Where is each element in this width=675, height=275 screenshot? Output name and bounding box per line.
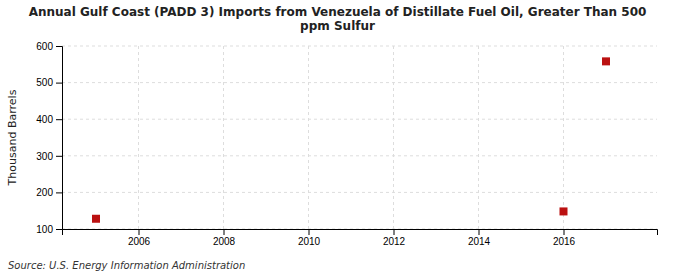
- title: Annual Gulf Coast (PADD 3) Imports from …: [29, 5, 647, 33]
- grid-line: [478, 46, 479, 229]
- grid-line: [62, 119, 657, 120]
- tick-label: 2016: [553, 236, 576, 247]
- y-axis-label: Thousand Barrels: [6, 89, 19, 186]
- tick-label: 2014: [468, 236, 491, 247]
- tick: 2008: [213, 229, 236, 247]
- tick: 500: [36, 77, 62, 88]
- grid-line: [62, 82, 657, 83]
- tick-label: 600: [36, 41, 53, 52]
- tick: 2010: [298, 229, 321, 247]
- tick: 100: [36, 224, 62, 235]
- tick-mark: [56, 83, 62, 84]
- grid-line: [308, 46, 309, 229]
- grid: [62, 46, 657, 229]
- grid-line: [62, 192, 657, 193]
- grid-line: [223, 46, 224, 229]
- grid-line: [62, 155, 657, 156]
- grid-line: [393, 46, 394, 229]
- tick-mark: [139, 229, 140, 235]
- tick: 300: [36, 151, 62, 162]
- tick-label: 300: [36, 151, 53, 162]
- points: [92, 57, 610, 222]
- tick: 2016: [553, 229, 576, 247]
- grid-line: [563, 46, 564, 229]
- tick: 2014: [468, 229, 491, 247]
- tick: 600: [36, 41, 62, 52]
- tick-mark: [224, 229, 225, 235]
- tick-label: 500: [36, 77, 53, 88]
- tick: 2006: [128, 229, 151, 247]
- tick-label: 200: [36, 187, 53, 198]
- tick: 400: [36, 114, 62, 125]
- tick-mark: [56, 46, 62, 47]
- y-axis: 100 200 300 400 500 600: [36, 41, 62, 235]
- tick-mark: [56, 192, 62, 193]
- grid-line: [138, 46, 139, 229]
- chart: Annual Gulf Coast (PADD 3) Imports from …: [0, 0, 675, 275]
- tick-mark: [394, 229, 395, 235]
- x-axis: 2006 2008 2010 2012 2014 2016: [63, 229, 658, 247]
- square-marker: [92, 215, 100, 223]
- tick-label: 2006: [128, 236, 151, 247]
- tick-mark: [56, 156, 62, 157]
- tick-label: 400: [36, 114, 53, 125]
- grid-line: [62, 46, 657, 47]
- tick-label: 2012: [383, 236, 406, 247]
- tick-label: 2008: [213, 236, 236, 247]
- axis-line: [56, 47, 63, 230]
- tick-mark: [309, 229, 310, 235]
- tick: 200: [36, 187, 62, 198]
- tick-label: 2010: [298, 236, 321, 247]
- square-marker: [602, 57, 610, 65]
- axis-line: [63, 230, 658, 236]
- tick-mark: [56, 229, 62, 230]
- plot-area: 2006 2008 2010 2012 2014 2016 100 200 300 400 500 6…: [6, 41, 658, 247]
- source-note: Source: U.S. Energy Information Administ…: [8, 260, 245, 271]
- tick-mark: [479, 229, 480, 235]
- square-marker: [560, 207, 568, 215]
- tick-label: 100: [36, 224, 53, 235]
- tick-mark: [56, 119, 62, 120]
- tick-mark: [564, 229, 565, 235]
- tick: 2012: [383, 229, 406, 247]
